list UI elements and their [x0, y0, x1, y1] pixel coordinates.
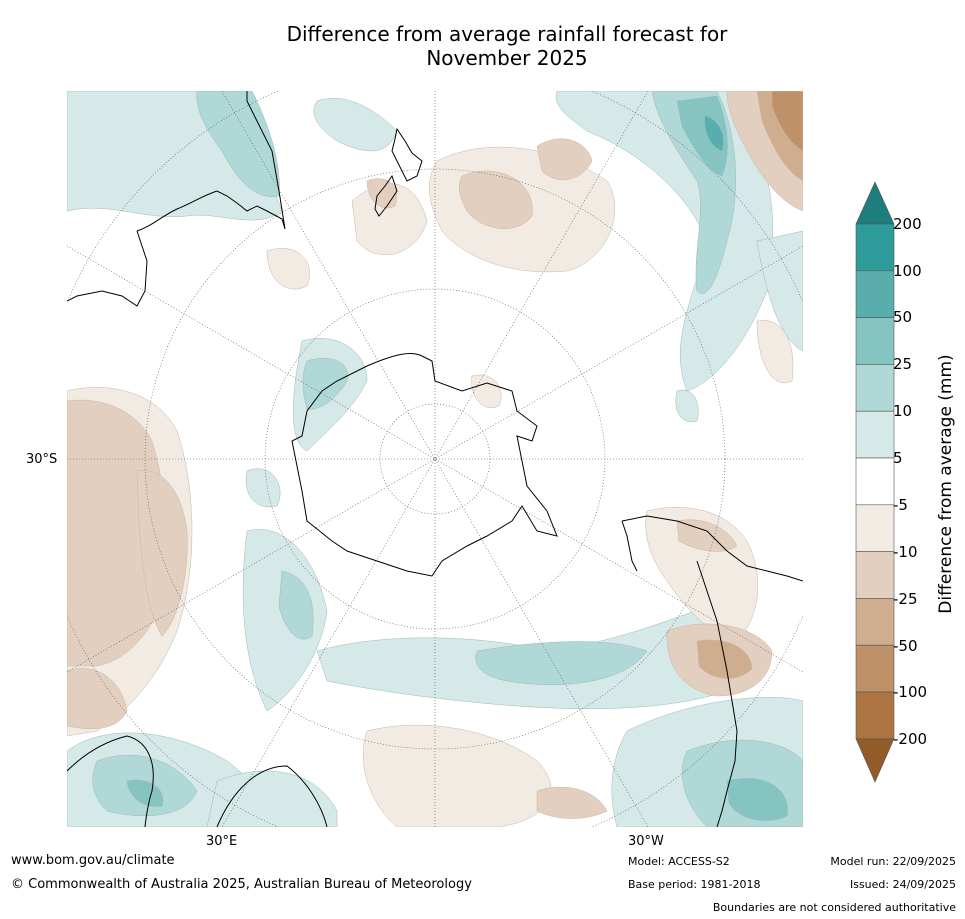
colorbar-cell — [855, 551, 895, 599]
antarctica-outline — [291, 353, 558, 577]
colorbar-cell — [855, 504, 895, 552]
dry-region-ne-dark — [771, 91, 803, 152]
colorbar-cell — [855, 317, 895, 365]
dry-region-nz-inner — [366, 178, 397, 209]
dry-region-n-right — [536, 138, 593, 180]
wet-region-ne-core — [704, 115, 724, 152]
wet-region-ne-strong — [676, 95, 728, 177]
wet-region-sw-core — [126, 779, 164, 807]
colorbar-cell — [855, 270, 895, 318]
lon-label-30w: 30°W — [628, 834, 664, 849]
colorbar-tick-10: 10 — [893, 402, 913, 420]
dry-region-south-right — [536, 786, 608, 819]
colorbar-tick-neg10: -10 — [893, 543, 918, 561]
wet-region-right-tip — [756, 230, 803, 352]
coastlines — [67, 91, 803, 827]
colorbar-tick-25: 25 — [893, 355, 913, 373]
new-zealand-south — [374, 174, 398, 217]
model-run-date: Model run: 22/09/2025 — [830, 855, 956, 868]
colorbar-cells — [855, 181, 895, 783]
colorbar — [855, 181, 895, 783]
dry-region-antarctic-peninsula — [471, 374, 502, 408]
wet-region-top-centre — [313, 98, 398, 152]
colorbar-tick-neg5: -5 — [893, 496, 908, 514]
africa-outline — [67, 735, 328, 827]
wet-region-west-arm-mid — [302, 357, 349, 410]
issued-date: Issued: 24/09/2025 — [849, 878, 956, 891]
colorbar-tick-5: 5 — [893, 449, 903, 467]
boundaries-disclaimer: Boundaries are not considered authoritat… — [712, 901, 956, 914]
colorbar-tick-neg100: -100 — [893, 683, 928, 701]
colorbar-tick-50: 50 — [893, 308, 913, 326]
dry-region-e-top — [756, 320, 794, 384]
colorbar-cell — [855, 410, 895, 459]
dry-region-w-top — [266, 248, 310, 290]
wet-region-se-core — [726, 778, 788, 821]
colorbar-extend-bottom — [855, 738, 895, 783]
australia-outline — [67, 91, 286, 307]
dry-region-n-centre-mid — [459, 170, 533, 229]
south-america-outline — [621, 515, 803, 827]
wet-region-south-band-mid — [475, 641, 648, 685]
colorbar-tick-100: 100 — [893, 262, 922, 280]
dry-region-west-mid-right — [136, 470, 188, 637]
title-line-1: Difference from average rainfall forecas… — [286, 22, 728, 46]
lat-label-30s: 30°S — [26, 452, 58, 467]
colorbar-cell — [855, 691, 895, 740]
website-link[interactable]: www.bom.gov.au/climate — [11, 853, 175, 868]
lon-label-30e: 30°E — [206, 834, 238, 849]
colorbar-tick-neg50: -50 — [893, 637, 918, 655]
map-title: Difference from average rainfall forecas… — [0, 22, 965, 70]
colorbar-cell — [855, 644, 895, 693]
wet-region-s-centre — [206, 770, 338, 827]
dry-region-sw — [67, 668, 128, 730]
wet-region-e-small — [675, 389, 699, 423]
new-zealand-north — [391, 127, 423, 182]
copyright-text: © Commonwealth of Australia 2025, Austra… — [11, 877, 472, 892]
base-period: Base period: 1981-2018 — [628, 878, 761, 891]
colorbar-cell — [855, 223, 895, 272]
colorbar-cell — [855, 457, 895, 506]
colorbar-title: Difference from average (mm) — [936, 354, 956, 614]
colorbar-tick-neg200: -200 — [893, 730, 928, 748]
rainfall-anomaly-map[interactable] — [67, 91, 803, 827]
wet-region-antarctic-edge — [245, 468, 281, 508]
colorbar-cell — [855, 598, 895, 646]
colorbar-tick-200: 200 — [893, 215, 922, 233]
title-line-2: November 2025 — [426, 46, 588, 70]
colorbar-tick-neg25: -25 — [893, 590, 918, 608]
wet-anomaly-regions — [67, 91, 803, 827]
graticule — [67, 91, 803, 827]
colorbar-cell — [855, 364, 895, 412]
dry-region-se-andes — [676, 519, 738, 552]
colorbar-extend-top — [855, 181, 895, 225]
wet-region-nw-inner — [196, 91, 280, 198]
wet-region-west-band-mid — [278, 570, 314, 640]
model-name: Model: ACCESS-S2 — [628, 855, 730, 868]
